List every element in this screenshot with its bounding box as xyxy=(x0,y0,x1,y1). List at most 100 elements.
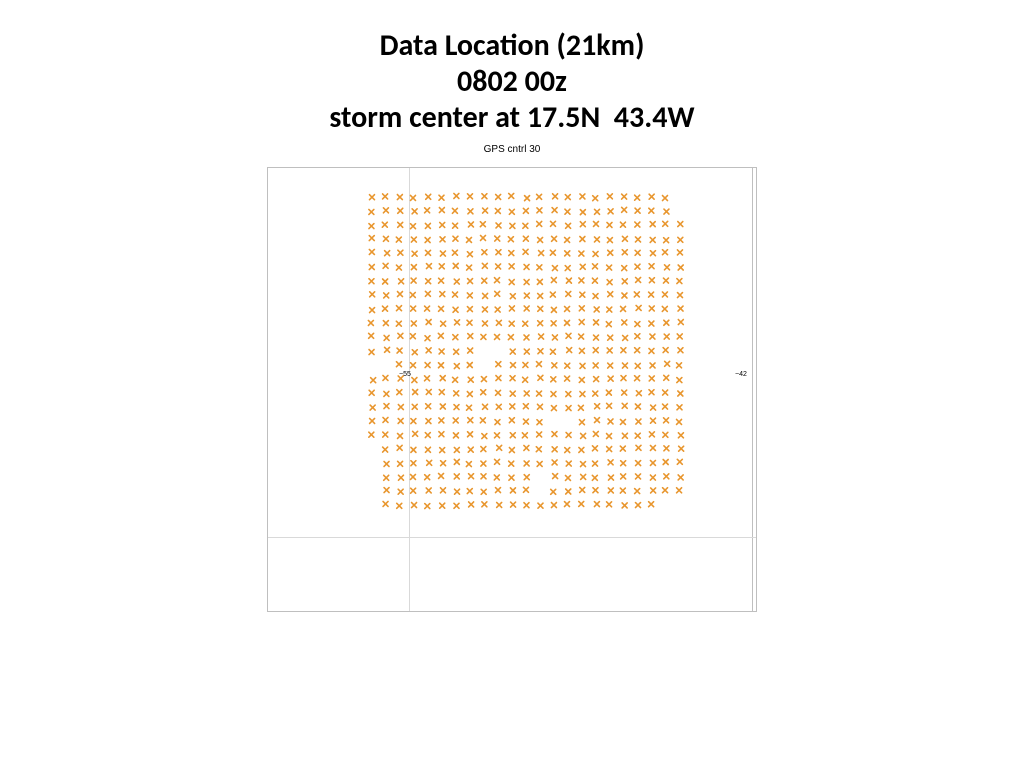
data-point xyxy=(607,307,612,312)
data-point xyxy=(678,306,683,311)
data-point xyxy=(593,196,598,201)
data-point xyxy=(579,348,584,353)
data-point xyxy=(650,237,655,242)
title-line-3: storm center at 17.5N 43.4W xyxy=(0,100,1024,136)
data-point xyxy=(509,321,514,326)
data-point xyxy=(665,361,670,366)
data-point xyxy=(565,237,570,242)
data-point xyxy=(480,235,485,240)
data-point xyxy=(537,265,542,270)
data-point xyxy=(496,362,501,367)
data-point xyxy=(538,321,543,326)
data-point xyxy=(553,474,558,479)
data-point xyxy=(523,419,528,424)
data-point xyxy=(370,418,375,423)
data-point xyxy=(565,251,570,256)
data-point xyxy=(439,264,444,269)
data-point xyxy=(620,446,625,451)
data-point xyxy=(524,264,529,269)
data-point xyxy=(397,195,402,200)
data-point xyxy=(622,503,627,508)
data-point xyxy=(468,209,473,214)
data-point xyxy=(622,433,627,438)
axis-label: −42 xyxy=(735,371,747,378)
data-point xyxy=(620,222,625,227)
data-point xyxy=(525,196,530,201)
data-point xyxy=(594,307,599,312)
data-point xyxy=(482,194,487,199)
data-point xyxy=(441,461,446,466)
data-point xyxy=(608,250,613,255)
data-point xyxy=(664,320,669,325)
data-point xyxy=(523,377,528,382)
data-point xyxy=(621,306,626,311)
data-point xyxy=(483,293,488,298)
data-point xyxy=(467,489,472,494)
data-point xyxy=(622,279,627,284)
data-point xyxy=(566,489,571,494)
data-point xyxy=(566,278,571,283)
data-point xyxy=(452,208,457,213)
axis-label: −55 xyxy=(399,371,411,378)
data-point xyxy=(383,447,388,452)
data-point xyxy=(552,363,557,368)
data-point xyxy=(539,251,544,256)
data-point xyxy=(467,265,472,270)
data-point xyxy=(565,363,570,368)
data-point xyxy=(621,348,626,353)
data-point xyxy=(649,348,654,353)
data-point xyxy=(581,433,586,438)
data-point xyxy=(579,420,584,425)
data-point xyxy=(678,222,683,227)
data-point xyxy=(454,447,459,452)
data-point xyxy=(410,334,415,339)
data-point xyxy=(664,446,669,451)
data-point xyxy=(385,251,390,256)
data-point xyxy=(397,503,402,508)
data-point xyxy=(593,391,598,396)
data-point xyxy=(412,503,417,508)
data-point xyxy=(593,461,598,466)
scatter-points xyxy=(267,167,757,612)
data-point xyxy=(411,461,416,466)
data-point xyxy=(650,251,655,256)
data-point xyxy=(552,432,557,437)
data-point xyxy=(482,250,487,255)
data-point xyxy=(537,404,542,409)
data-point xyxy=(649,390,654,395)
data-point xyxy=(440,503,445,508)
data-point xyxy=(593,294,598,299)
data-point xyxy=(607,434,612,439)
data-point xyxy=(550,292,555,297)
data-point xyxy=(383,263,388,268)
data-point xyxy=(398,222,403,227)
data-point xyxy=(439,349,444,354)
data-point xyxy=(566,461,571,466)
data-point xyxy=(635,363,640,368)
data-point xyxy=(369,390,374,395)
data-point xyxy=(426,419,431,424)
data-point xyxy=(663,250,668,255)
data-point xyxy=(636,419,641,424)
data-point xyxy=(649,292,654,297)
data-point xyxy=(497,502,502,507)
data-point xyxy=(662,196,667,201)
data-point xyxy=(496,390,501,395)
data-point xyxy=(580,292,585,297)
data-point xyxy=(496,223,501,228)
data-point xyxy=(551,321,556,326)
data-point xyxy=(580,487,585,492)
chart-subtitle: GPS cntrl 30 xyxy=(0,144,1024,155)
data-point xyxy=(454,193,459,198)
data-point xyxy=(468,377,473,382)
data-point xyxy=(593,488,598,493)
data-point xyxy=(396,321,401,326)
data-point xyxy=(384,461,389,466)
data-point xyxy=(662,292,667,297)
data-point xyxy=(537,461,542,466)
data-point xyxy=(579,447,584,452)
data-point xyxy=(622,236,627,241)
data-point xyxy=(467,194,472,199)
data-point xyxy=(425,376,430,381)
data-point xyxy=(411,306,416,311)
